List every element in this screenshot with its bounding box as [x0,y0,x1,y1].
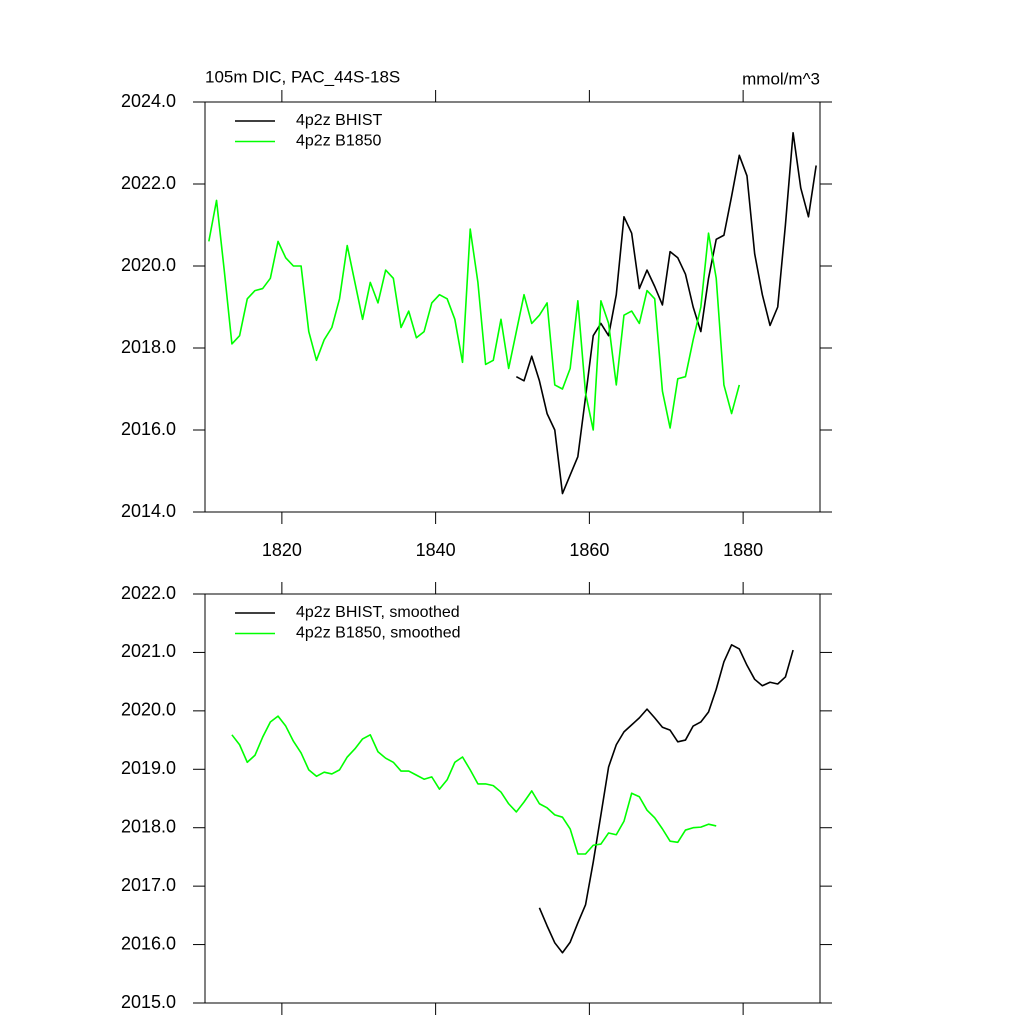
y-tick-label: 2019.0 [121,758,176,778]
x-tick-label: 1860 [569,540,609,560]
y-tick-label: 2020.0 [121,700,176,720]
y-tick-label: 2021.0 [121,641,176,661]
x-tick-label: 1880 [723,540,763,560]
plot-frame [204,593,821,1004]
x-tick-label: 1840 [416,540,456,560]
y-tick-label: 2016.0 [121,933,176,953]
y-tick-label: 2018.0 [121,337,176,357]
y-tick-label: 2015.0 [121,992,176,1012]
data-line [538,644,794,954]
data-line [515,131,817,495]
x-tick-label: 1820 [262,540,302,560]
legend-label: 4p2z BHIST [296,112,382,129]
y-tick-label: 2020.0 [121,255,176,275]
y-tick-label: 2017.0 [121,875,176,895]
y-tick-label: 2022.0 [121,173,176,193]
plot-frame [204,101,821,513]
legend-label: 4p2z BHIST, smoothed [296,604,460,621]
legend-label: 4p2z B1850 [296,133,382,150]
data-line [231,715,717,855]
units-label: mmol/m^3 [742,69,820,88]
chart-title: 105m DIC, PAC_44S-18S [205,67,400,86]
y-tick-label: 2016.0 [121,419,176,439]
y-tick-label: 2024.0 [121,91,176,111]
legend-label: 4p2z B1850, smoothed [296,625,461,642]
data-line [208,199,741,431]
y-tick-label: 2022.0 [121,583,176,603]
y-tick-label: 2018.0 [121,816,176,836]
y-tick-label: 2014.0 [121,501,176,521]
